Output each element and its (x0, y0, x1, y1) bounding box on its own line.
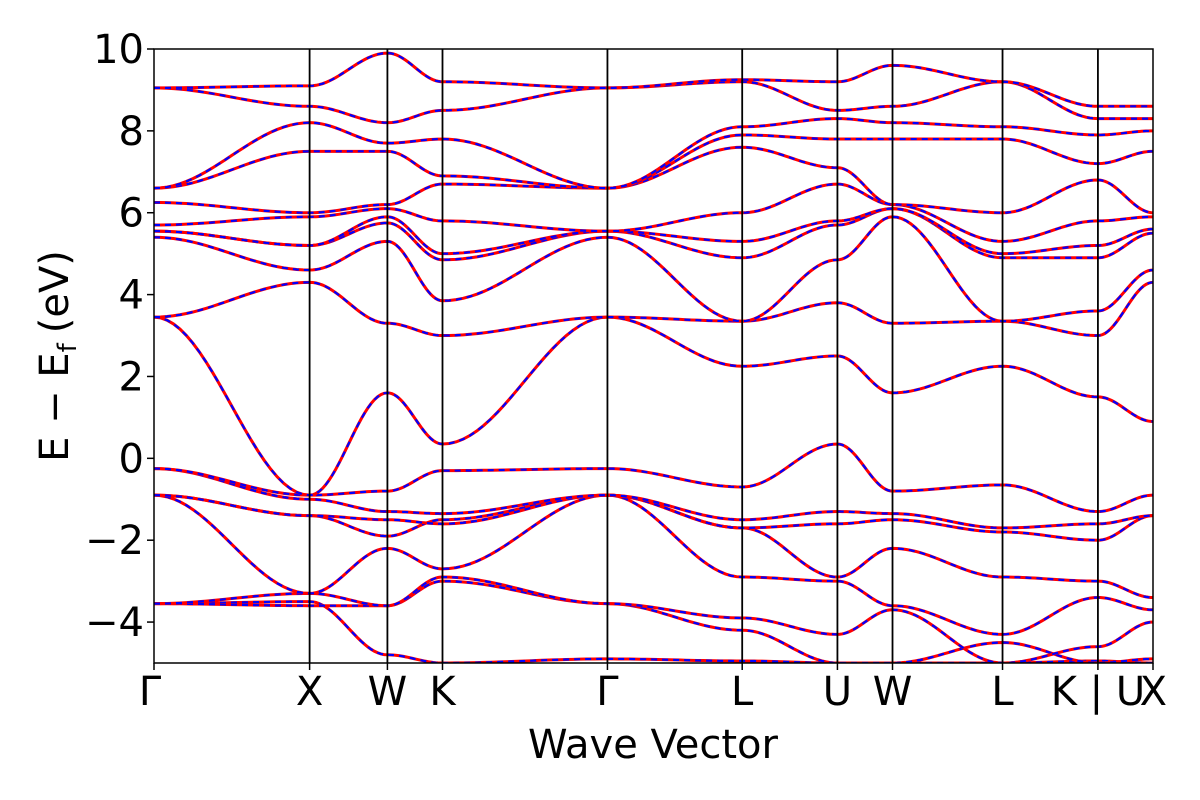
y-tick-label: −2 (85, 518, 144, 564)
y-tick-label: 4 (119, 273, 144, 319)
y-tick-label: 0 (119, 436, 144, 482)
y-tick-label: 6 (119, 191, 144, 237)
y-tick-label: 10 (93, 27, 144, 73)
band-line-b (154, 494, 1153, 599)
x-tick-label: Γ (596, 669, 619, 715)
x-axis-label: Wave Vector (528, 722, 779, 768)
x-tick-label: K | U (1051, 669, 1145, 715)
y-axis-ticks: 10 8 6 4 2 0 −2 −4 (85, 27, 154, 646)
x-tick-label: L (991, 669, 1014, 715)
band-line-b (154, 215, 1153, 323)
y-tick-label: 8 (119, 109, 144, 155)
band-line-b (154, 51, 1153, 108)
y-axis-label-unit: (eV) (32, 250, 78, 333)
x-tick-label: X (1140, 669, 1167, 715)
x-tick-label: W (368, 669, 408, 715)
x-tick-label: Γ (139, 669, 162, 715)
x-tick-label: U (823, 669, 852, 715)
x-tick-label: W (873, 669, 913, 715)
high-symmetry-lines (308, 49, 1099, 663)
y-tick-label: −4 (85, 600, 144, 646)
band-line-b (154, 207, 1153, 261)
plot-frame (153, 48, 1154, 664)
band-line-b (154, 575, 1153, 663)
band-line-b (154, 133, 1153, 190)
y-axis-label-sub: f (53, 342, 83, 352)
y-axis-label: E − Ef (eV) (32, 250, 83, 462)
x-tick-label: K (429, 669, 457, 715)
y-tick-label: 2 (119, 354, 144, 400)
svg-text:E − Ef(eV): E − Ef (eV) (32, 250, 83, 462)
x-tick-label: L (731, 669, 754, 715)
y-axis-label-main: E − E (32, 352, 78, 462)
x-tick-label: X (296, 669, 323, 715)
